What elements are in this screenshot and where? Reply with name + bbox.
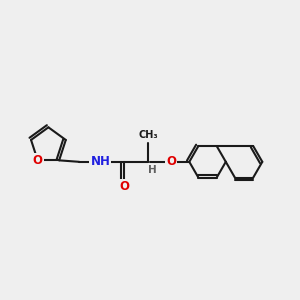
Text: H: H [148,165,157,175]
Text: O: O [166,155,176,168]
Text: O: O [33,154,43,167]
Text: CH₃: CH₃ [138,130,158,140]
Text: O: O [119,180,129,193]
Text: NH: NH [90,155,110,168]
